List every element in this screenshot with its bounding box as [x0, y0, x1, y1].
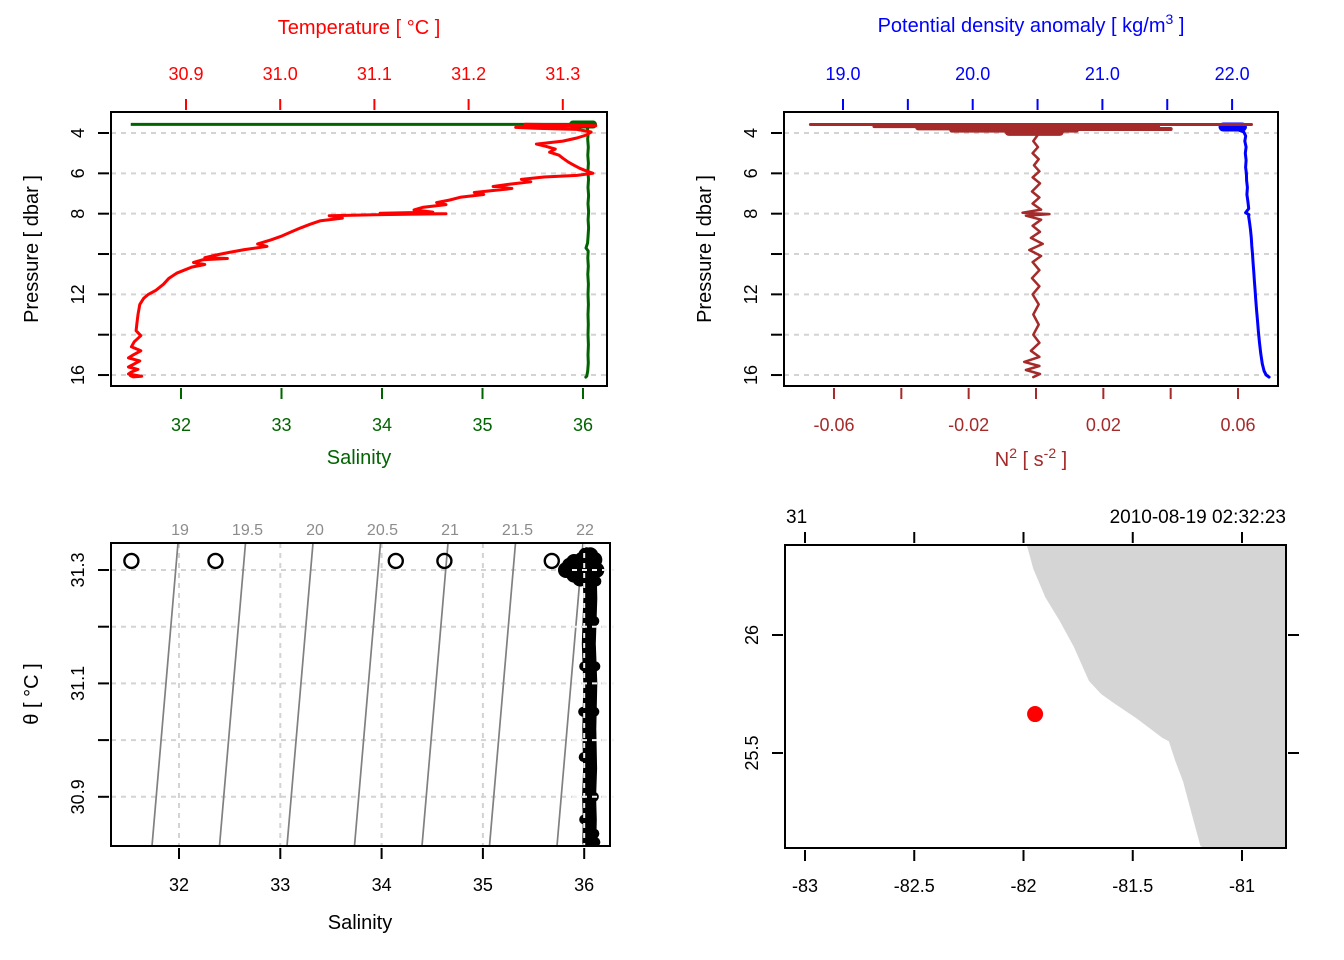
salinity-tick-label: 34: [372, 415, 392, 435]
panel-density-n2-profile: 19.0 20.0 21.0 22.0 Potential density anomal…: [741, 11, 1279, 471]
ts-outlier-circle: [387, 552, 404, 570]
isopycnal-contour: [286, 543, 314, 846]
n2-tick-label: -0.06: [813, 415, 854, 435]
ts-data-bar: [581, 548, 598, 846]
land-polygon: [1026, 545, 1286, 848]
longitude-tick-label: -81.5: [1112, 876, 1153, 896]
pressure-tick-label: 8: [68, 209, 88, 219]
theta-tick-label: 30.9: [68, 779, 88, 814]
theta-tick-label: 31.1: [68, 666, 88, 701]
latitude-tick-label: 25.5: [742, 735, 762, 770]
pressure-tick-label: 16: [68, 365, 88, 385]
ts-data-point: [579, 814, 590, 825]
ts-data-point: [590, 837, 601, 846]
pressure-tick-label: 4: [741, 128, 761, 138]
salinity-tick-label: 32: [169, 875, 189, 895]
isopycnal-contour: [218, 543, 247, 846]
isopycnal-contour: [353, 543, 382, 846]
salinity-tick-label: 36: [574, 875, 594, 895]
temperature-tick-label: 31.3: [545, 64, 580, 84]
ts-outlier-circle: [543, 552, 560, 570]
isopycnal-label: 21: [441, 522, 459, 539]
salinity-profile-curve: [583, 123, 591, 379]
n2-tick-label: -0.02: [948, 415, 989, 435]
isopycnal-label: 20: [306, 522, 324, 539]
density-tick-label: 22.0: [1215, 64, 1250, 84]
pressure-tick-label: 6: [741, 168, 761, 178]
pressure-tick-label: 4: [68, 128, 88, 138]
isopycnal-label: 21.5: [502, 522, 533, 539]
isopycnal-contour: [488, 543, 517, 846]
pressure-tick-label: 6: [68, 168, 88, 178]
plot-box: [784, 544, 1287, 849]
longitude-tick-label: -82: [1010, 876, 1036, 896]
longitude-tick-label: -81: [1229, 876, 1255, 896]
pressure-tick-label: 16: [741, 365, 761, 385]
ts-data-point: [589, 828, 600, 839]
pressure-axis-title-left: Pressure [ dbar ]: [21, 175, 43, 323]
n2-axis-title: N2 [ s-2 ]: [995, 445, 1068, 471]
isopycnal-contour: [151, 543, 179, 846]
salinity-axis-title: Salinity: [327, 447, 391, 469]
ts-data-point: [589, 706, 600, 717]
pressure-tick-label: 8: [741, 209, 761, 219]
pressure-tick-label: 12: [741, 284, 761, 304]
ts-data-point: [590, 661, 601, 672]
station-location-dot: [1027, 706, 1044, 723]
density-tick-label: 20.0: [955, 64, 990, 84]
salinity-tick-label: 32: [171, 415, 191, 435]
n2-tick-label: 0.02: [1086, 415, 1121, 435]
ts-data-point: [591, 576, 602, 587]
density-tick-label: 21.0: [1085, 64, 1120, 84]
ts-outlier-circle: [123, 552, 140, 570]
salinity-tick-label: 36: [573, 415, 593, 435]
temperature-axis-title: Temperature [ °C ]: [278, 17, 441, 39]
temperature-tick-label: 31.1: [357, 64, 392, 84]
longitude-tick-label: -83: [792, 876, 818, 896]
plot-box: [110, 542, 611, 847]
latitude-tick-label: 26: [742, 625, 762, 645]
ts-outlier-circle: [436, 552, 453, 570]
density-profile-curve: [1233, 127, 1271, 379]
ts-salinity-axis-title: Salinity: [328, 912, 392, 934]
pressure-tick-label: 12: [68, 284, 88, 304]
salinity-tick-label: 35: [473, 875, 493, 895]
plot-box: [783, 111, 1279, 387]
salinity-tick-label: 33: [270, 875, 290, 895]
salinity-tick-label: 35: [472, 415, 492, 435]
theta-tick-label: 31.3: [68, 552, 88, 587]
station-number-label: 31: [786, 507, 807, 528]
ts-data-point: [578, 706, 589, 717]
plot-box: [110, 111, 608, 387]
temperature-tick-label: 31.2: [451, 64, 486, 84]
isopycnal-label: 19.5: [232, 522, 263, 539]
salinity-tick-label: 34: [372, 875, 392, 895]
panel-theta-salinity-diagram: 19 19.5 20 20.5 21 21.5 22 32 33 34 35 36 31.3 31.1 30…: [68, 522, 614, 895]
panel-station-map: -83 -82.5 -82 -81.5 -81 26 25.5: [742, 532, 1299, 896]
pressure-axis-title-right-panel: Pressure [ dbar ]: [694, 175, 716, 323]
density-tick-label: 19.0: [825, 64, 860, 84]
isopycnal-label: 22: [576, 522, 594, 539]
isopycnal-label: 20.5: [367, 522, 398, 539]
temperature-tick-label: 31.0: [263, 64, 298, 84]
isopycnal-contour: [421, 543, 449, 846]
ts-outlier-circle: [207, 552, 224, 570]
temperature-tick-label: 30.9: [168, 64, 203, 84]
isopycnal-label: 19: [171, 522, 189, 539]
n2-profile-curve: [1021, 133, 1051, 379]
theta-axis-title: θ [ °C ]: [21, 663, 43, 724]
salinity-tick-label: 33: [271, 415, 291, 435]
panel-temperature-salinity-profile: 30.9 31.0 31.1 31.2 31.3 32 33 34 35 36 4 6 8 12 16: [68, 64, 608, 435]
temperature-profile-curve: [127, 122, 598, 379]
station-time-label: 2010-08-19 02:32:23: [1110, 507, 1286, 528]
density-axis-title: Potential density anomaly [ kg/m3 ]: [878, 11, 1185, 37]
longitude-tick-label: -82.5: [894, 876, 935, 896]
isopycnal-contour: [556, 543, 584, 846]
ts-data-point: [589, 616, 600, 627]
n2-tick-label: 0.06: [1220, 415, 1255, 435]
